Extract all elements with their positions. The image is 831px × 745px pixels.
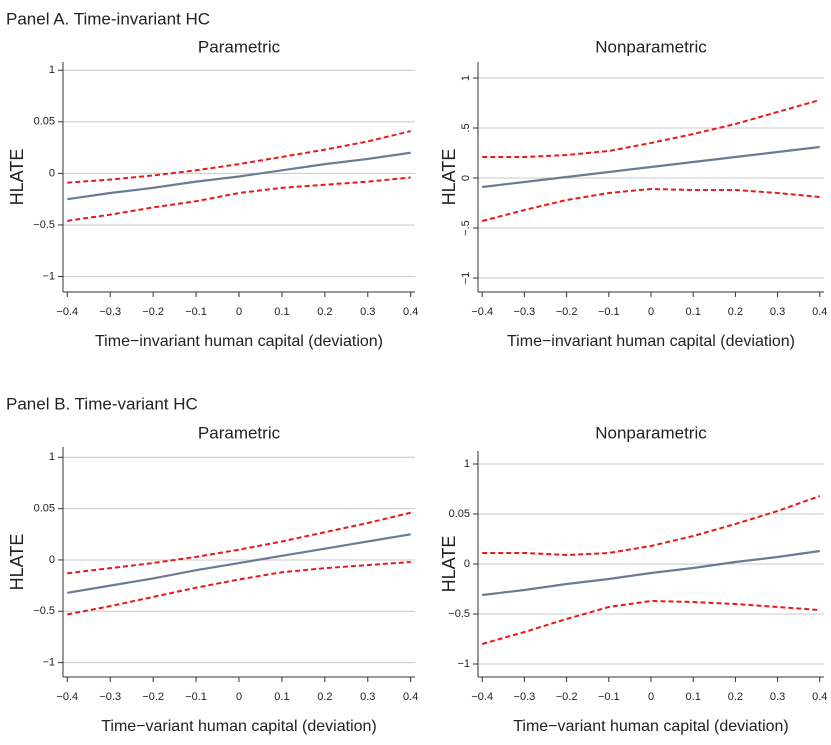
x-tick-label: −0.1 [598, 306, 620, 318]
x-tick-label: −0.1 [598, 691, 620, 703]
y-tick-label: −0.5 [448, 608, 470, 620]
x-tick-label: 0.3 [770, 306, 785, 318]
x-tick-label: −0.1 [185, 691, 207, 703]
series-line [67, 151, 411, 201]
y-tick-label: −0.5 [33, 219, 55, 231]
x-tick-label: 0.4 [812, 306, 827, 318]
x-tick-label: 0.3 [770, 691, 785, 703]
x-tick-label: 0.1 [274, 691, 289, 703]
chart-title: Nonparametric [595, 423, 707, 442]
series-line [482, 145, 820, 189]
y-axis-label: HLATE [439, 149, 459, 206]
y-tick-label: 0 [464, 558, 470, 570]
x-tick-label: −0.2 [556, 306, 578, 318]
x-tick-label: 0.4 [403, 691, 418, 703]
y-tick-label: −.5 [460, 220, 472, 236]
series-line [481, 187, 820, 222]
series-line [67, 511, 411, 575]
panel-title: Panel B. Time-variant HC [6, 394, 198, 413]
x-tick-label: 0 [236, 306, 242, 318]
x-tick-label: 0.1 [274, 306, 289, 318]
x-tick-label: −0.3 [514, 306, 536, 318]
x-tick-label: 0 [648, 306, 654, 318]
y-tick-label: −0.5 [33, 605, 55, 617]
x-tick-label: 0 [648, 691, 654, 703]
y-tick-label: 0.05 [34, 503, 55, 515]
x-tick-label: 0.3 [360, 306, 375, 318]
x-tick-label: −0.2 [142, 306, 164, 318]
x-axis-label: Time−variant human capital (deviation) [513, 718, 789, 735]
x-tick-label: −0.3 [99, 691, 121, 703]
x-axis-label: Time−invariant human capital (deviation) [95, 333, 383, 350]
y-tick-label: 1 [460, 75, 472, 81]
x-tick-label: −0.3 [99, 306, 121, 318]
x-tick-label: 0.1 [686, 691, 701, 703]
x-tick-label: −0.4 [471, 691, 493, 703]
series-line [482, 495, 821, 557]
x-tick-label: −0.2 [556, 691, 578, 703]
series-line [67, 533, 411, 594]
x-tick-label: −0.4 [56, 691, 78, 703]
x-axis-label: Time−variant human capital (deviation) [101, 718, 377, 735]
x-tick-label: 0.2 [317, 691, 332, 703]
y-tick-label: −1 [457, 658, 470, 670]
chart-title: Nonparametric [595, 37, 707, 56]
panel-title: Panel A. Time-invariant HC [6, 9, 210, 28]
x-tick-label: −0.3 [514, 691, 536, 703]
x-tick-label: 0 [236, 691, 242, 703]
y-tick-label: −1 [460, 272, 472, 285]
y-tick-label: −1 [42, 657, 55, 669]
y-tick-label: 0.05 [34, 116, 55, 128]
y-tick-label: 0.05 [449, 508, 470, 520]
chart-title: Parametric [198, 37, 281, 56]
x-tick-label: 0.3 [360, 691, 375, 703]
series-line [482, 99, 821, 158]
y-tick-label: 0 [460, 175, 472, 181]
x-tick-label: −0.2 [142, 691, 164, 703]
x-tick-label: −0.1 [185, 306, 207, 318]
x-tick-label: 0.1 [686, 306, 701, 318]
series-line [67, 130, 411, 184]
y-tick-label: .5 [460, 123, 472, 132]
x-tick-label: 0.4 [812, 691, 827, 703]
y-tick-label: 0 [49, 554, 55, 566]
y-axis-label: HLATE [7, 149, 27, 206]
x-tick-label: −0.4 [471, 306, 493, 318]
y-axis-label: HLATE [7, 534, 27, 591]
series-line [481, 599, 820, 645]
y-tick-label: 1 [49, 451, 55, 463]
y-tick-label: −1 [42, 270, 55, 282]
x-tick-label: 0.2 [317, 306, 332, 318]
x-axis-label: Time−invariant human capital (deviation) [507, 333, 795, 350]
y-axis-label: HLATE [439, 536, 459, 593]
chart-title: Parametric [198, 423, 281, 442]
series-line [67, 561, 411, 616]
x-tick-label: 0.2 [728, 306, 743, 318]
x-tick-label: 0.4 [403, 306, 418, 318]
y-tick-label: 0 [49, 167, 55, 179]
x-tick-label: 0.2 [728, 691, 743, 703]
series-line [67, 176, 411, 222]
x-tick-label: −0.4 [56, 306, 78, 318]
y-tick-label: 1 [464, 458, 470, 470]
series-line [482, 549, 820, 597]
y-tick-label: 1 [49, 64, 55, 76]
